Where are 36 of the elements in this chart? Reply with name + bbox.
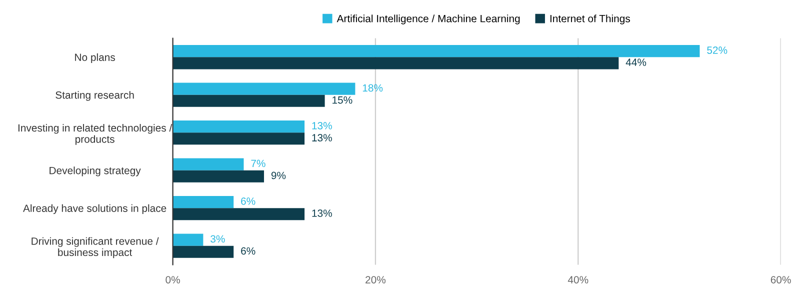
bar [172,57,619,70]
data-label: 52% [707,46,728,54]
x-tick-label: 60% [770,276,791,284]
x-tick-label: 0% [166,276,180,284]
bar [172,82,356,95]
data-label: 13% [312,122,332,130]
y-tick-label: Investing in related technologies / products [18,124,172,145]
bar [172,120,305,133]
bar [172,170,264,182]
bar [172,234,204,246]
y-tick-label: Already have solutions in place [23,204,166,214]
data-label: 18% [362,84,383,92]
x-tick-label: 40% [568,276,588,284]
data-label: 7% [251,160,266,168]
data-label: 3% [210,235,225,243]
bar [172,158,244,170]
bar [172,132,305,145]
bar [172,246,234,258]
data-label: 9% [271,172,286,180]
y-tick-label: Driving significant revenue / business impact [32,237,159,258]
data-label: 15% [332,96,352,104]
bar [172,45,700,58]
bar [172,196,234,208]
bar [172,94,325,107]
bar [172,208,305,220]
data-label: 13% [312,134,332,142]
legend-label: Internet of Things [550,14,630,24]
x-tick-label: 20% [366,276,386,284]
y-tick-label: Developing strategy [50,166,141,176]
y-tick-label: Starting research [56,91,134,101]
legend-label: Artificial Intelligence / Machine Learning [336,14,520,24]
data-label: 6% [241,197,256,205]
y-tick-label: No plans [75,53,115,64]
data-label: 6% [241,247,256,255]
data-label: 13% [312,210,332,217]
data-label: 44% [626,58,646,66]
